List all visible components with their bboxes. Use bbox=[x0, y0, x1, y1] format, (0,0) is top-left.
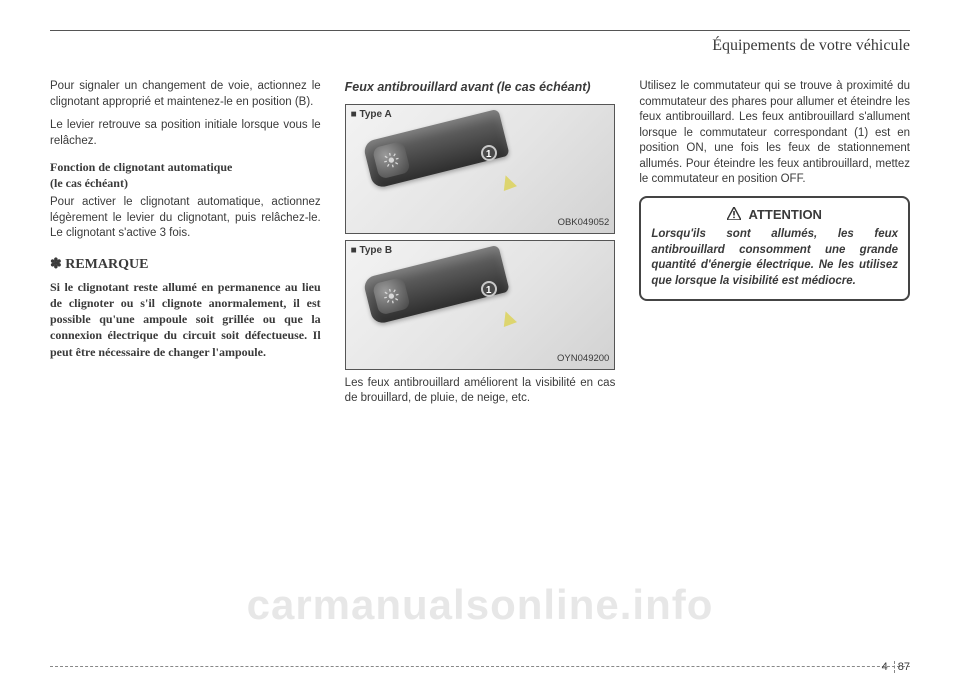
content-columns: Pour signaler un changement de voie, act… bbox=[50, 79, 910, 415]
para: Pour signaler un changement de voie, act… bbox=[50, 79, 321, 110]
header-rule bbox=[50, 30, 910, 31]
warning-icon bbox=[727, 207, 741, 220]
para: Utilisez le commutateur qui se trouve à … bbox=[639, 79, 910, 188]
page-no: 87 bbox=[898, 661, 910, 673]
manual-page: Équipements de votre véhicule Pour signa… bbox=[0, 0, 960, 689]
arrow-icon bbox=[499, 309, 517, 327]
arrow-icon bbox=[499, 173, 517, 191]
subheading-title: Fonction de clignotant automatique bbox=[50, 160, 232, 174]
page-footer: 487 bbox=[50, 666, 910, 671]
figure-type-label: ■ Type A bbox=[351, 108, 392, 122]
watermark: carmanualsonline.info bbox=[0, 581, 960, 629]
page-number: 487 bbox=[882, 661, 910, 673]
para: Le levier retrouve sa position initiale … bbox=[50, 118, 321, 149]
para: Pour activer le clignotant automatique, … bbox=[50, 195, 321, 242]
figure-caption: Les feux antibrouillard améliorent la vi… bbox=[345, 376, 616, 407]
attention-body: Lorsqu'ils sont allumés, les feux antibr… bbox=[651, 227, 898, 289]
attention-heading: ATTENTION bbox=[651, 206, 898, 224]
figure-type-label: ■ Type B bbox=[351, 244, 392, 258]
remarque-heading: ✽ REMARQUE bbox=[50, 256, 321, 275]
figure-type-b: ■ Type B 1 OYN049200 bbox=[345, 240, 616, 370]
remarque-body: Si le clignotant reste allumé en permane… bbox=[50, 279, 321, 360]
column-middle: Feux antibrouillard avant (le cas échéan… bbox=[345, 79, 616, 415]
figure-code: OBK049052 bbox=[558, 217, 610, 230]
subheading-sub: (le cas échéant) bbox=[50, 176, 128, 190]
header-title: Équipements de votre véhicule bbox=[50, 37, 910, 55]
subheading: Fonction de clignotant automatique (le c… bbox=[50, 159, 321, 191]
figure-type-a: ■ Type A 1 OBK049052 bbox=[345, 104, 616, 234]
column-right: Utilisez le commutateur qui se trouve à … bbox=[639, 79, 910, 415]
callout-marker: 1 bbox=[481, 281, 497, 297]
light-icon bbox=[381, 286, 400, 305]
column-left: Pour signaler un changement de voie, act… bbox=[50, 79, 321, 415]
attention-box: ATTENTION Lorsqu'ils sont allumés, les f… bbox=[639, 196, 910, 302]
section-heading: Feux antibrouillard avant (le cas échéan… bbox=[345, 79, 616, 96]
figure-code: OYN049200 bbox=[557, 353, 609, 366]
attention-label: ATTENTION bbox=[749, 207, 822, 222]
footer-rule bbox=[50, 666, 910, 667]
light-icon bbox=[381, 150, 400, 169]
chapter-number: 4 bbox=[882, 661, 895, 673]
callout-marker: 1 bbox=[481, 145, 497, 161]
